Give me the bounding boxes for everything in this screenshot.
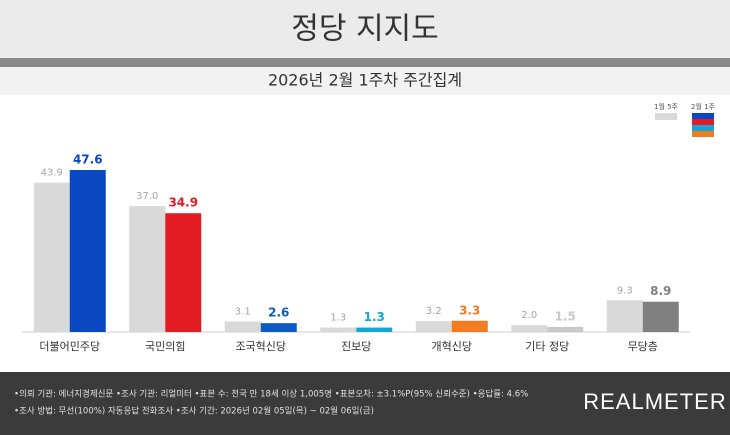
value-label: 43.9 — [41, 168, 63, 179]
value-label: 3.3 — [459, 303, 480, 317]
value-label: 3.2 — [426, 306, 442, 317]
x-tick-label: 무당층 — [628, 340, 658, 353]
bar — [547, 326, 584, 332]
legend-swatch — [655, 113, 677, 120]
value-label: 1.3 — [364, 310, 385, 324]
value-label: 2.6 — [268, 306, 289, 320]
bar — [33, 182, 70, 332]
x-tick-label: 더불어민주당 — [39, 340, 100, 353]
value-label: 2.0 — [521, 310, 537, 321]
bar — [224, 321, 261, 332]
title-band — [0, 0, 730, 58]
legend-swatch — [692, 113, 714, 119]
bar — [451, 320, 488, 332]
legend-label: 2월 1주 — [691, 102, 716, 111]
stripe — [0, 58, 730, 67]
value-label: 8.9 — [650, 284, 671, 298]
bar — [606, 300, 643, 332]
brand: REALMETER — [583, 389, 726, 414]
bar — [356, 327, 393, 332]
x-tick-label: 기타 정당 — [525, 340, 569, 353]
value-label: 47.6 — [73, 153, 103, 167]
legend-label: 1월 5주 — [654, 102, 679, 111]
legend-swatch — [692, 131, 714, 137]
footer-note: •조사 방법: 무선(100%) 자동응답 전화조사 •조사 기간: 2026년… — [14, 406, 374, 417]
x-tick-label: 조국혁신당 — [235, 340, 286, 353]
bar — [165, 213, 202, 332]
footer-band — [0, 372, 730, 435]
value-label: 34.9 — [168, 196, 198, 210]
bar — [320, 327, 357, 332]
x-tick-label: 국민의힘 — [145, 340, 185, 353]
value-label: 1.3 — [330, 313, 346, 324]
subtitle-band — [0, 67, 730, 95]
bar — [642, 301, 679, 332]
bar — [69, 170, 106, 332]
chart-subtitle: 2026년 2월 1주차 주간집계 — [268, 71, 462, 90]
legend-swatch — [692, 125, 714, 131]
bar — [511, 325, 548, 332]
x-tick-label: 진보당 — [341, 340, 371, 353]
chart-title: 정당 지지도 — [291, 12, 439, 47]
bar — [129, 206, 166, 332]
bar — [415, 321, 452, 332]
x-tick-label: 개혁신당 — [432, 340, 472, 353]
legend-swatch — [692, 119, 714, 125]
value-label: 1.5 — [555, 309, 576, 323]
value-label: 3.1 — [235, 306, 251, 317]
value-label: 9.3 — [617, 285, 633, 296]
bar — [260, 323, 297, 332]
value-label: 37.0 — [136, 191, 158, 202]
footer-note: •의뢰 기관: 에너지경제신문 •조사 기관: 리얼미터 •표본 수: 전국 만… — [14, 389, 528, 400]
